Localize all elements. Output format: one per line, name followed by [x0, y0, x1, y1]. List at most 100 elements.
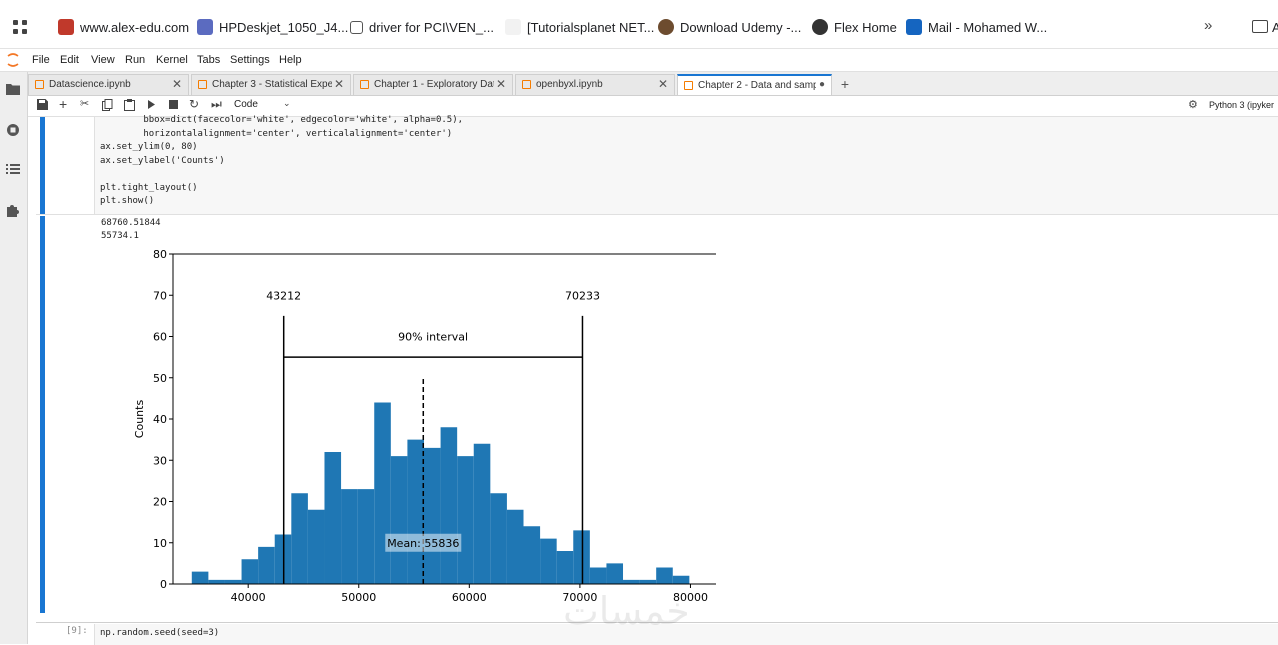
bootstrap-histogram-chart: 43212 70233 90% interval Mean: 55836 0 10 20 3… — [133, 248, 716, 604]
folder-icon[interactable] — [1252, 20, 1268, 33]
x-tick-label: 70000 — [562, 591, 597, 604]
histogram-bar — [258, 546, 275, 584]
cell-type-select[interactable]: Code — [234, 99, 258, 110]
bookmarks-overflow-icon[interactable]: » — [1204, 17, 1213, 34]
histogram-bar — [573, 530, 590, 584]
insert-cell-icon[interactable]: + — [59, 96, 68, 112]
bookmark-hpdeskjet[interactable]: HPDeskjet_1050_J4... — [197, 17, 348, 37]
tab-chapter-1[interactable]: Chapter 1 - Exploratory Data ✕ — [353, 74, 513, 95]
notebook-icon — [198, 80, 207, 89]
histogram-bar — [208, 579, 225, 584]
code-text[interactable]: np.random.seed(seed=3) — [100, 628, 220, 638]
unsaved-dot-icon[interactable]: ● — [818, 79, 825, 90]
menu-settings[interactable]: Settings — [230, 54, 270, 66]
copy-icon[interactable] — [102, 99, 113, 114]
new-launcher-button[interactable]: + — [840, 76, 850, 92]
y-tick-label: 80 — [153, 248, 167, 261]
code-editor[interactable]: np.random.seed(seed=3) — [94, 624, 1278, 645]
notebook-icon — [684, 81, 693, 90]
ci-interval-label: 90% interval — [398, 331, 468, 344]
output-line: 55734.1 — [101, 231, 139, 241]
cut-icon[interactable]: ✂ — [80, 98, 90, 110]
menu-edit[interactable]: Edit — [60, 54, 79, 66]
stop-icon[interactable] — [169, 100, 178, 112]
ci-upper-label: 70233 — [565, 289, 600, 302]
tab-datascience[interactable]: Datascience.ipynb ✕ — [28, 74, 189, 95]
histogram-bar — [473, 443, 491, 584]
chevron-down-icon[interactable]: ⌄ — [283, 98, 291, 108]
page-icon — [350, 20, 363, 34]
tab-chapter-3[interactable]: Chapter 3 - Statistical Experin ✕ — [191, 74, 351, 95]
histogram-bar — [440, 427, 458, 584]
menu-view[interactable]: View — [91, 54, 115, 66]
tab-close-icon[interactable]: ✕ — [171, 77, 182, 91]
y-tick-label: 20 — [153, 496, 167, 509]
apps-grid-icon[interactable] — [12, 19, 28, 35]
menu-help[interactable]: Help — [279, 54, 302, 66]
histogram-bar — [523, 526, 541, 584]
histogram-bar — [490, 493, 507, 584]
paste-icon[interactable] — [124, 99, 135, 114]
tab-close-icon[interactable]: ✕ — [657, 77, 668, 91]
bookmark-flex-home[interactable]: Flex Home — [812, 17, 897, 37]
code-text[interactable]: bbox=dict(facecolor='white', edgecolor='… — [100, 114, 463, 209]
running-kernels-icon[interactable] — [6, 123, 20, 137]
histogram-bar — [241, 559, 259, 584]
run-icon[interactable] — [147, 99, 156, 113]
y-tick-label: 70 — [153, 289, 167, 302]
fast-forward-icon[interactable]: ⏭ — [211, 97, 222, 111]
code-editor[interactable]: bbox=dict(facecolor='white', edgecolor='… — [94, 114, 1278, 214]
x-tick-label: 40000 — [231, 591, 266, 604]
left-sidebar — [0, 72, 28, 644]
bookmark-driver-pci[interactable]: driver for PCI\VEN_... — [350, 17, 494, 37]
kernel-name[interactable]: Python 3 (ipyker — [1209, 100, 1275, 110]
histogram-bar — [606, 563, 624, 584]
menu-tabs[interactable]: Tabs — [197, 54, 221, 66]
code-line[interactable]: ax.set_ylabel('Counts') — [100, 155, 225, 166]
chart-axes: 0 10 20 30 40 50 60 70 80 40000 50000 60000 70000 800… — [133, 248, 716, 604]
y-tick-label: 40 — [153, 413, 167, 426]
table-of-contents-icon[interactable] — [6, 163, 20, 177]
notebook-tab-bar: Datascience.ipynb ✕ Chapter 3 - Statisti… — [28, 72, 1278, 96]
bookmark-tutorialsplanet[interactable]: [Tutorialsplanet NET... — [505, 17, 654, 37]
output-area: 68760.51844 55734.1 43212 70233 90% interv… — [36, 216, 1278, 613]
next-code-cell[interactable]: [9]: np.random.seed(seed=3) — [36, 622, 1278, 645]
tutorialsplanet-icon — [505, 19, 521, 35]
mean-label: Mean: 55836 — [387, 537, 459, 550]
hp-icon — [197, 19, 213, 35]
bookmark-download-udemy[interactable]: Download Udemy -... — [658, 17, 801, 37]
notebook-icon — [360, 80, 369, 89]
code-line[interactable]: plt.show() — [100, 196, 155, 206]
code-line[interactable]: ax.set_ylim(0, 80) — [100, 142, 198, 152]
kernel-settings-gear-icon[interactable]: ⚙ — [1188, 99, 1198, 111]
cell-collapser[interactable] — [40, 117, 45, 214]
bookmark-alex-edu[interactable]: www.alex-edu.com — [58, 17, 189, 37]
bookmark-mail[interactable]: Mail - Mohamed W... — [906, 17, 1047, 37]
tab-close-icon[interactable]: ✕ — [333, 77, 344, 91]
histogram-bar — [224, 579, 242, 584]
code-line[interactable]: bbox=dict(facecolor='white', edgecolor='… — [143, 115, 464, 125]
histogram-bar — [374, 402, 391, 584]
x-tick-label: 80000 — [673, 591, 708, 604]
menu-file[interactable]: File — [32, 54, 50, 66]
tab-openbyxl[interactable]: openbyxl.ipynb ✕ — [515, 74, 675, 95]
extensions-puzzle-icon[interactable] — [6, 203, 20, 217]
outlook-icon — [906, 19, 922, 35]
histogram-bar — [639, 579, 657, 584]
save-icon[interactable] — [37, 99, 48, 113]
file-browser-icon[interactable] — [6, 83, 20, 97]
histogram-bar — [390, 456, 408, 584]
y-tick-label: 10 — [153, 537, 167, 550]
menu-kernel[interactable]: Kernel — [156, 54, 188, 66]
code-line[interactable]: plt.tight_layout() — [100, 182, 198, 193]
output-collapser[interactable] — [40, 216, 45, 613]
restart-icon[interactable]: ↻ — [189, 97, 200, 111]
menu-run[interactable]: Run — [125, 54, 146, 66]
histogram-bar — [324, 452, 342, 584]
tab-chapter-2[interactable]: Chapter 2 - Data and sampli ● — [677, 74, 832, 95]
code-cell[interactable]: bbox=dict(facecolor='white', edgecolor='… — [36, 114, 1278, 215]
tab-close-icon[interactable]: ✕ — [495, 77, 506, 91]
globe-icon — [812, 19, 828, 35]
code-line[interactable]: horizontalalignment='center', verticalal… — [143, 128, 453, 139]
alex-edu-icon — [58, 19, 74, 35]
